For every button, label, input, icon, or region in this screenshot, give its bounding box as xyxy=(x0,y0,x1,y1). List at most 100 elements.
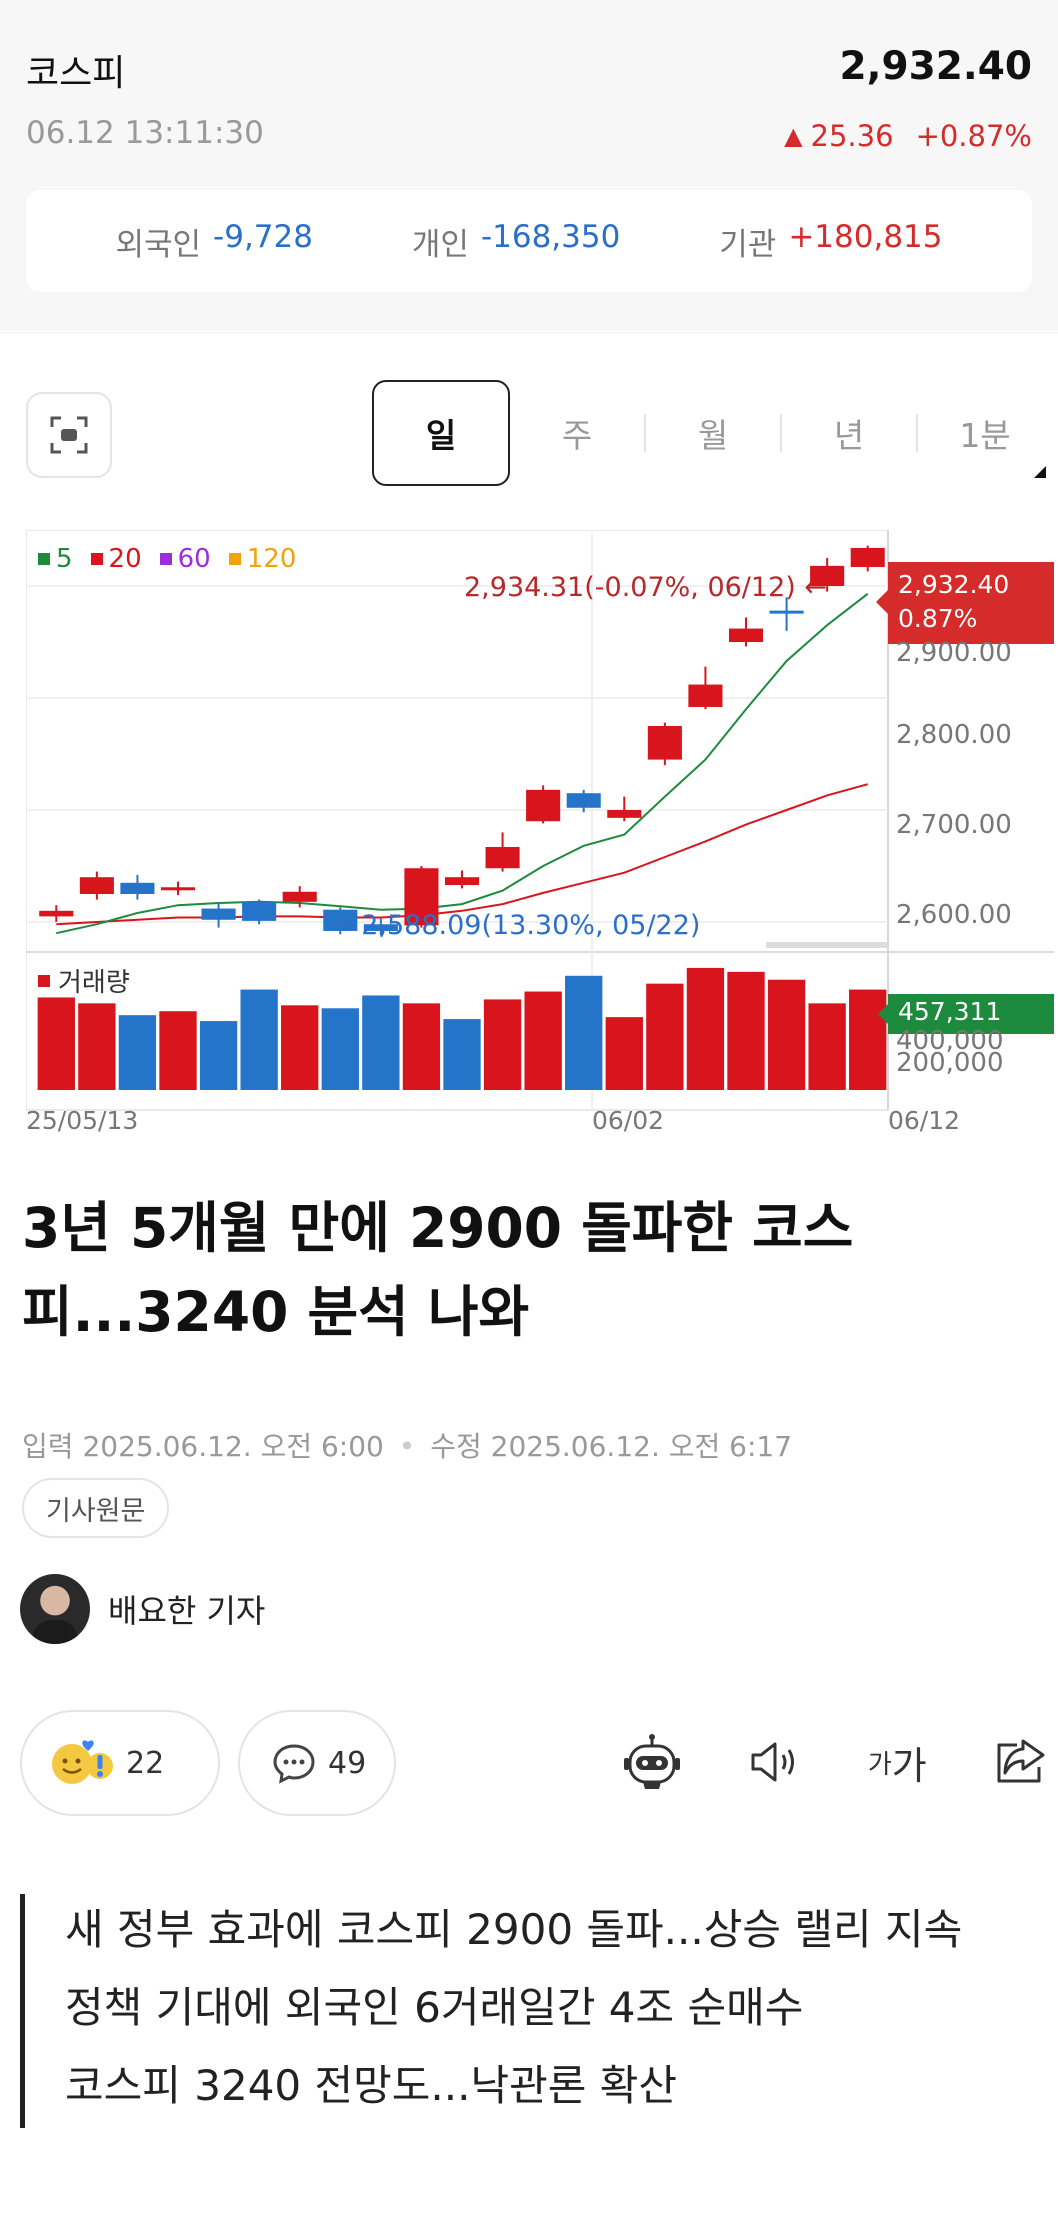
x-tick-label: 06/12 xyxy=(888,1106,961,1135)
tab-month[interactable]: 월 xyxy=(697,416,729,455)
reaction-count: 22 xyxy=(126,1745,165,1781)
chart-fullscreen-button[interactable] xyxy=(26,392,112,478)
volume-bar xyxy=(199,1021,238,1090)
volume-title: 거래량 xyxy=(38,962,130,999)
share-button[interactable] xyxy=(988,1730,1052,1794)
last-price: 2,932.40 xyxy=(898,570,1010,599)
legend-item: 20 xyxy=(90,544,142,574)
edit-label: 수정 xyxy=(430,1430,482,1463)
divider xyxy=(644,414,646,452)
investor-foreign: 외국인 -9,728 xyxy=(115,219,313,264)
comment-icon xyxy=(273,1744,315,1784)
volume-tick-label: 400,000 xyxy=(896,1026,1004,1056)
reporter-avatar[interactable] xyxy=(20,1574,90,1644)
index-name[interactable]: 코스피 xyxy=(26,53,126,94)
original-article-button[interactable]: 기사원문 xyxy=(22,1478,170,1538)
volume-bar xyxy=(281,1005,319,1090)
volume-bar xyxy=(321,1008,359,1090)
stock-chart[interactable]: 5 20 60 120 2,934.31(-0.07%, 06/12) ← → … xyxy=(26,530,1054,1144)
candle-body xyxy=(160,887,196,891)
candle-body xyxy=(526,789,561,822)
ma20-line xyxy=(56,783,868,926)
candle-body xyxy=(607,810,642,818)
chart-canvas xyxy=(26,530,1054,1111)
investor-label: 기관 xyxy=(719,226,777,263)
candle-body xyxy=(566,793,601,808)
investor-label: 개인 xyxy=(411,226,469,263)
last-price-tag: 2,932.40 0.87% xyxy=(876,562,1054,644)
investor-flows: 외국인 -9,728 개인 -168,350 기관 +180,815 xyxy=(26,190,1032,292)
scroll-indicator xyxy=(766,942,888,948)
candle-body xyxy=(79,877,114,894)
y-tick-label: 2,600.00 xyxy=(896,900,1012,930)
index-price: 2,932.40 xyxy=(839,44,1032,89)
divider xyxy=(780,414,782,452)
summary-line: 정책 기대에 외국인 6거래일간 4조 순매수 xyxy=(65,1983,804,2032)
high-annotation: 2,934.31(-0.07%, 06/12) ← xyxy=(464,572,828,603)
volume-bar xyxy=(402,1003,441,1090)
chart-legend: 5 20 60 120 xyxy=(38,544,304,574)
up-triangle-icon: ▲ xyxy=(784,122,803,150)
reporter[interactable]: 배요한 기자 xyxy=(20,1574,265,1644)
edit-date: 2025.06.12. 오전 6:17 xyxy=(490,1430,793,1463)
dropdown-corner-icon xyxy=(1034,466,1046,478)
volume-bar xyxy=(362,995,400,1090)
volume-bar xyxy=(240,989,278,1090)
input-date: 2025.06.12. 오전 6:00 xyxy=(82,1430,384,1463)
reaction-button[interactable]: 22 xyxy=(20,1710,220,1816)
ma5-line xyxy=(56,593,869,935)
volume-bar xyxy=(767,979,806,1090)
candle-body xyxy=(201,908,236,920)
volume-bar xyxy=(483,999,522,1090)
investor-value: -9,728 xyxy=(213,218,313,255)
ai-summary-button[interactable] xyxy=(620,1730,684,1794)
legend-item: 60 xyxy=(159,544,211,574)
candle-body xyxy=(323,909,358,931)
tab-week[interactable]: 주 xyxy=(561,416,593,455)
investor-label: 외국인 xyxy=(115,226,202,263)
volume-tag: 457,311 xyxy=(878,994,1054,1034)
candle-body xyxy=(363,924,398,931)
y-tick-label: 2,700.00 xyxy=(896,810,1012,840)
candle-body xyxy=(850,547,885,567)
candle-body xyxy=(769,610,804,614)
candle-body xyxy=(39,910,74,917)
y-tick-label: 2,800.00 xyxy=(896,720,1012,750)
emoji-reaction-icon xyxy=(52,1740,113,1784)
candle-body xyxy=(242,901,277,921)
x-tick-label: 25/05/13 xyxy=(26,1106,139,1135)
summary-line: 새 정부 효과에 코스피 2900 돌파...상승 랠리 지속 xyxy=(65,1905,963,1954)
candle-body xyxy=(485,846,520,869)
last-percent: 0.87% xyxy=(898,604,978,633)
volume-bar xyxy=(524,991,562,1090)
volume-bar xyxy=(808,1003,846,1090)
y-tick-label: 2,900.00 xyxy=(896,638,1012,668)
font-large-glyph: 가 xyxy=(891,1743,927,1788)
volume-bar xyxy=(686,967,725,1090)
summary-line: 코스피 3240 전망도...낙관론 확산 xyxy=(65,2061,678,2110)
tab-year[interactable]: 년 xyxy=(833,416,865,455)
comment-button[interactable]: 49 xyxy=(238,1710,396,1816)
scan-icon xyxy=(50,416,88,454)
candle-body xyxy=(120,882,155,894)
candle-body xyxy=(810,565,845,586)
tab-minute[interactable]: 1분 xyxy=(918,380,1052,486)
candle-body xyxy=(404,868,439,926)
input-label: 입력 xyxy=(22,1430,74,1463)
investor-value: +180,815 xyxy=(788,218,943,255)
tab-day[interactable]: 일 xyxy=(372,380,510,486)
candle-body xyxy=(444,877,480,886)
reporter-name[interactable]: 배요한 기자 xyxy=(108,1592,266,1630)
text-to-speech-button[interactable] xyxy=(743,1730,807,1794)
investor-value: -168,350 xyxy=(480,218,621,255)
candle-body xyxy=(647,726,682,760)
index-time: 06.12 13:11:30 xyxy=(26,115,264,151)
article-summary: 새 정부 효과에 코스피 2900 돌파...상승 랠리 지속 정책 기대에 외… xyxy=(20,1894,1040,2128)
robot-icon xyxy=(624,1734,680,1789)
candle-body xyxy=(688,684,723,707)
change-value: 25.36 xyxy=(810,119,894,153)
speaker-icon xyxy=(751,1742,794,1782)
article-headline: 3년 5개월 만에 2900 돌파한 코스피...3240 분석 나와 xyxy=(22,1196,854,1344)
